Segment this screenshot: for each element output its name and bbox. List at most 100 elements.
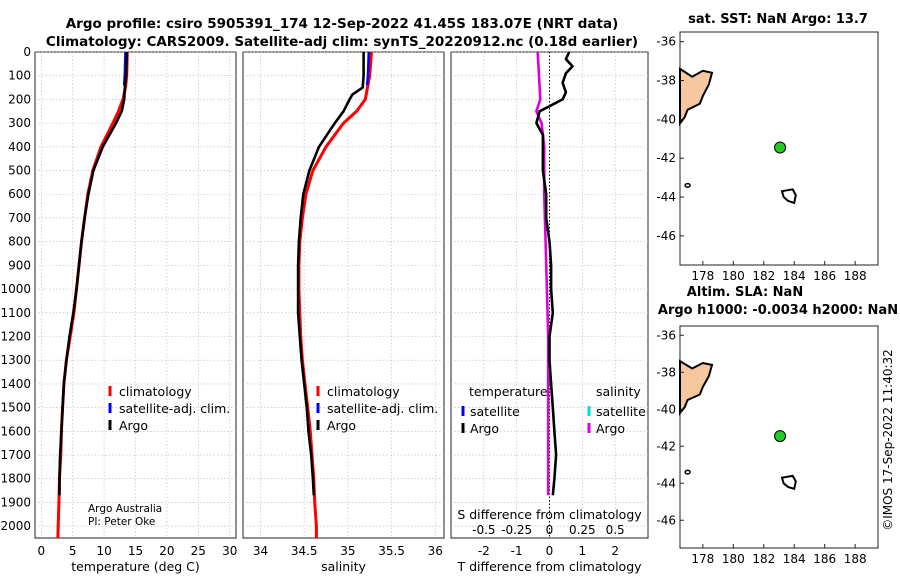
- sal-legend-label: Argo: [327, 418, 356, 433]
- note-line2: PI: Peter Oke: [88, 516, 155, 528]
- map-sst-title: sat. SST: NaN Argo: 13.7: [688, 12, 868, 27]
- diff-legend-t-label: Argo: [470, 421, 499, 436]
- temp-ytick-label: 200: [8, 92, 31, 106]
- temp-ytick-label: 1900: [0, 495, 31, 509]
- temp-ytick-label: 2000: [0, 519, 31, 533]
- diff-xtick-label: -2: [478, 544, 490, 558]
- map-sla-ytick-label: -46: [656, 513, 676, 527]
- temp-ytick-label: 1800: [0, 472, 31, 486]
- temp-ytick-label: 500: [8, 164, 31, 178]
- temp-ytick-label: 1500: [0, 401, 31, 415]
- sal-xtick-label: 35.5: [378, 544, 405, 558]
- diff-xlabel: T difference from climatology: [456, 559, 642, 574]
- sal-axes-frame: [242, 51, 445, 539]
- diff-xtick-label: -1: [511, 544, 523, 558]
- map-sla-title: Altim. SLA: NaN: [687, 285, 803, 300]
- sal-legend-label: climatology: [327, 384, 400, 399]
- temp-xtick-label: 10: [96, 544, 111, 558]
- map-sla-ytick-label: -36: [656, 328, 676, 342]
- temp-legend-label: satellite-adj. clim.: [119, 401, 230, 416]
- diff-series-s-argo: [535, 51, 550, 496]
- map-sst-ytick-label: -40: [656, 112, 676, 126]
- map-sst-land-islet: [684, 182, 691, 188]
- title-line1: Argo profile: csiro 5905391_174 12-Sep-2…: [66, 16, 619, 32]
- temp-xtick-label: 30: [222, 544, 237, 558]
- temp-ytick-label: 900: [8, 258, 31, 272]
- map-sla-xtick-label: 186: [813, 552, 836, 566]
- map-sst-ytick-label: -42: [656, 151, 676, 165]
- map-sst-xtick-label: 184: [783, 269, 806, 283]
- temp-legend-label: climatology: [119, 384, 192, 399]
- sal-legend-label: satellite-adj. clim.: [327, 401, 438, 416]
- diff-xtick-label: 2: [611, 544, 619, 558]
- diff-x2tick-label: 0.5: [606, 523, 625, 537]
- diff-x2label: S difference from climatology: [457, 507, 642, 522]
- temp-ytick-label: 1400: [0, 377, 31, 391]
- sal-xlabel: salinity: [321, 559, 366, 574]
- temp-ytick-label: 1600: [0, 424, 31, 438]
- sal-series-satellite-adj-clim-: [365, 51, 371, 86]
- title-line2: Climatology: CARS2009. Satellite-adj cli…: [46, 34, 638, 50]
- sal-series-argo: [296, 52, 365, 496]
- map-sla-land-chatham: [780, 474, 797, 491]
- diff-legend-s-label: satellite: [596, 404, 646, 419]
- temp-xtick-label: 25: [191, 544, 206, 558]
- diff-legend-t-title: temperature: [469, 384, 548, 399]
- diff-legend-s-label: Argo: [596, 421, 625, 436]
- temp-ytick-label: 800: [8, 235, 31, 249]
- diff-x2tick-label: -0.5: [472, 523, 495, 537]
- diff-legend-s-title: salinity: [596, 384, 641, 399]
- map-sst-float-marker: [774, 141, 787, 154]
- map-sla-xtick-label: 178: [691, 552, 714, 566]
- temp-ytick-label: 300: [8, 116, 31, 130]
- map-sla-xtick-label: 184: [783, 552, 806, 566]
- temp-ytick-label: 1200: [0, 329, 31, 343]
- temp-xlabel: temperature (deg C): [71, 559, 200, 574]
- plot-area: 0100200300400500600700800900100011001200…: [0, 31, 879, 574]
- diff-x2tick-label: -0.25: [501, 523, 532, 537]
- temp-ytick-label: 1000: [0, 282, 31, 296]
- temp-ytick-label: 1300: [0, 353, 31, 367]
- diff-xtick-label: 1: [579, 544, 587, 558]
- diff-x2tick-label: 0.25: [569, 523, 596, 537]
- temp-ytick-label: 1700: [0, 448, 31, 462]
- temp-ytick-label: 700: [8, 211, 31, 225]
- map-sst-xtick-label: 178: [691, 269, 714, 283]
- map-sla-xtick-label: 182: [752, 552, 775, 566]
- sal-xtick-label: 34: [253, 544, 268, 558]
- map-sst-ytick-label: -46: [656, 229, 676, 243]
- temp-xtick-label: 0: [37, 544, 45, 558]
- temp-ytick-label: 0: [23, 45, 31, 59]
- temp-ytick-label: 400: [8, 140, 31, 154]
- map-sst-xtick-label: 180: [722, 269, 745, 283]
- note-line1: Argo Australia: [88, 503, 162, 515]
- sal-xtick-label: 34.5: [291, 544, 318, 558]
- map-sla-xtick-label: 180: [722, 552, 745, 566]
- diff-xtick-label: 0: [546, 544, 554, 558]
- map-sst-xtick-label: 188: [844, 269, 867, 283]
- diff-series-t-argo: [535, 51, 574, 496]
- map-sla-subtitle: Argo h1000: -0.0034 h2000: NaN: [658, 303, 898, 318]
- temp-xtick-label: 20: [159, 544, 174, 558]
- copyright-stamp: ©IMOS 17-Sep-2022 11:40:32: [881, 349, 895, 531]
- temp-xtick-label: 5: [69, 544, 77, 558]
- map-sst-ytick-label: -44: [656, 190, 676, 204]
- map-sla-land-islet: [684, 469, 691, 475]
- map-sla-ytick-label: -42: [656, 439, 676, 453]
- map-sla-ytick-label: -38: [656, 365, 676, 379]
- temp-series-argo: [58, 51, 128, 496]
- temp-ytick-label: 100: [8, 69, 31, 83]
- map-sst-ytick-label: -36: [656, 35, 676, 49]
- temp-legend-label: Argo: [119, 418, 148, 433]
- temp-xtick-label: 15: [128, 544, 143, 558]
- diff-x2tick-label: 0: [546, 523, 554, 537]
- map-sst-xtick-label: 186: [813, 269, 836, 283]
- sal-xtick-label: 35: [340, 544, 355, 558]
- map-sla-float-marker: [774, 430, 787, 443]
- diff-legend-t-label: satellite: [470, 404, 520, 419]
- map-sla-xtick-label: 188: [844, 552, 867, 566]
- temp-ytick-label: 600: [8, 187, 31, 201]
- map-sla-ytick-label: -44: [656, 476, 676, 490]
- temp-ytick-label: 1100: [0, 306, 31, 320]
